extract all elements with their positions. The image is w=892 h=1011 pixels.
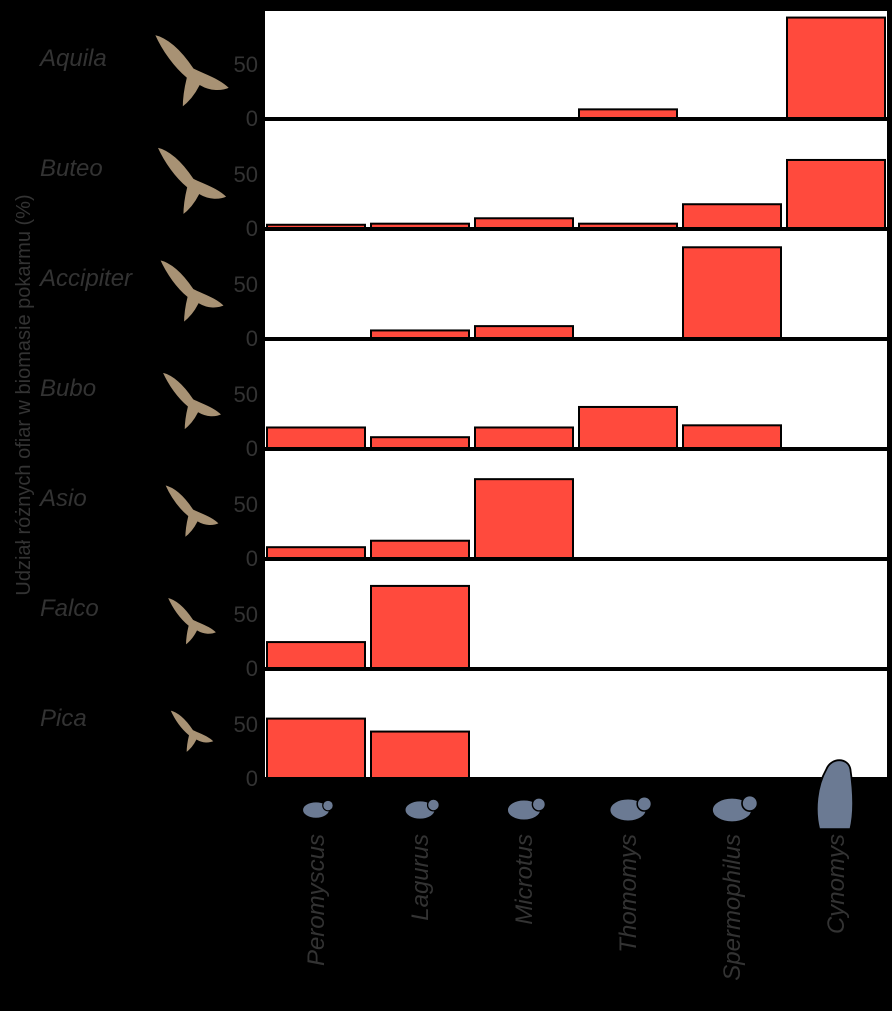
panel-falco: 0 50 Falco [40,559,889,681]
rodent-icon [815,759,855,831]
y-tick-label: 50 [234,162,258,187]
bar-bubo-microtus [474,426,574,450]
x-axis: Peromyscus Lagurus Microtus Thomomys Spermop… [285,759,855,981]
panel-bubo: 0 50 Bubo [40,339,889,461]
y-tick-label: 0 [246,326,258,351]
panel-accipiter: 0 50 Accipiter [38,229,889,351]
y-tick-label: 50 [234,602,258,627]
panels: 0 50 Aquila 0 50 Buteo 0 50 Accipiter 0 50 Bubo 0 50 A… [38,9,889,791]
bird-icon [169,709,215,754]
bar-buteo-microtus [474,217,574,229]
bar-accipiter-spermophilus [682,246,782,339]
bird-icon [166,596,218,647]
y-tick-label: 0 [246,436,258,461]
bird-icon [160,371,224,432]
bar-aquila-cynomys [786,16,886,120]
y-tick-label: 50 [234,382,258,407]
y-axis-label: Udział różnych ofiar w biomasie pokarmu … [13,194,35,595]
bar-buteo-spermophilus [682,203,782,230]
rodent-icon [486,797,547,821]
bar-falco-peromyscus [266,641,366,670]
panel-frame [263,119,889,229]
bar-asio-microtus [474,478,574,559]
panel-aquila: 0 50 Aquila [38,9,889,131]
bar-asio-peromyscus [266,546,366,560]
bar-accipiter-lagurus [370,329,470,340]
x-category-label: Peromyscus [303,834,330,966]
panel-frame [263,339,889,449]
bird-label: Accipiter [38,265,133,292]
bar-bubo-peromyscus [266,426,366,450]
y-tick-label: 0 [246,766,258,791]
y-tick-label: 50 [234,492,258,517]
bird-icon [155,145,229,217]
y-tick-label: 0 [246,106,258,131]
bird-icon [152,32,232,110]
bar-bubo-thomomys [578,405,678,449]
bar-asio-lagurus [370,539,470,559]
y-tick-label: 50 [234,712,258,737]
panel-frame [263,9,889,119]
bird-label: Buteo [40,155,103,182]
panel-frame [263,229,889,339]
rodent-icon [587,795,653,822]
panel-buteo: 0 50 Buteo [40,119,889,241]
bird-label: Asio [38,485,87,512]
bird-label: Pica [40,705,87,732]
bird-icon [163,483,221,540]
panel-asio: 0 50 Asio [38,449,889,571]
x-category-label: Cynomys [823,834,850,934]
bar-pica-lagurus [370,730,470,779]
y-tick-label: 50 [234,272,258,297]
bar-buteo-thomomys [578,222,678,229]
x-category-label: Microtus [511,834,538,925]
panel-pica: 0 50 Pica [40,669,889,791]
rodent-icon [386,798,440,820]
y-tick-label: 0 [246,546,258,571]
y-tick-label: 50 [234,52,258,77]
bird-icon [158,258,226,325]
bar-pica-peromyscus [266,717,366,779]
bar-accipiter-microtus [474,325,574,339]
bird-label: Aquila [38,45,107,72]
x-category-label: Spermophilus [719,834,746,981]
bar-buteo-peromyscus [266,223,366,229]
y-tick-label: 0 [246,656,258,681]
x-category-label: Thomomys [615,834,642,953]
rodent-icon [285,799,334,819]
bar-bubo-spermophilus [682,424,782,450]
panel-frame [263,669,889,779]
bar-bubo-lagurus [370,436,470,450]
bird-label: Bubo [40,375,96,402]
x-category-label: Lagurus [407,834,434,921]
bar-falco-lagurus [370,584,470,669]
bar-buteo-cynomys [786,158,886,230]
bar-aquila-thomomys [578,108,678,120]
bar-buteo-lagurus [370,222,470,229]
rodent-icon [687,794,759,824]
panel-frame [263,449,889,559]
bird-label: Falco [40,595,99,622]
y-tick-label: 0 [246,216,258,241]
